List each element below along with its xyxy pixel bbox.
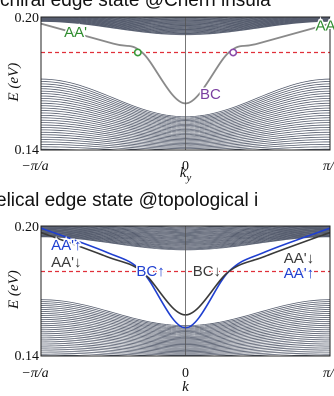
x-tick-label: π/a (323, 366, 334, 381)
band-label: AA'↓ (284, 250, 314, 267)
bulk-lower-band-line (41, 363, 330, 364)
bulk-upper-band-line (41, 11, 330, 13)
bulk-upper-band-line (41, 221, 330, 224)
top-panel-title: chiral edge state @Chern insula (0, 0, 271, 11)
bulk-upper-band-line (41, 220, 330, 222)
chiral-panel: AA' AA' BC 0.20 0.14 E (eV) −π/a 0 π/a ky (6, 9, 334, 184)
x-axis-label: k (182, 379, 189, 395)
bulk-upper-band-line (41, 222, 330, 225)
green-crossing-marker (133, 48, 142, 57)
plot-frame (40, 225, 331, 357)
y-axis-label: E (eV) (6, 63, 22, 103)
y-tick-label: 0.14 (15, 349, 40, 364)
bulk-upper-band-line (41, 12, 330, 16)
band-label: AA'↑ (284, 265, 314, 282)
bulk-upper-band-line (41, 219, 330, 220)
chiral-plot-area (41, 9, 330, 157)
bulk-lower-band-line (41, 152, 330, 155)
band-label: AA'↓ (51, 254, 81, 271)
x-tick-label: π/a (323, 159, 334, 174)
bulk-upper-band-line (41, 9, 330, 10)
x-axis-label: ky (180, 165, 192, 184)
bulk-upper-band-line (41, 12, 330, 16)
band-label: AA'↑ (51, 237, 81, 254)
helical-panel: AA'↑AA'↓BC↑ BC↓AA'↓AA'↑0.200.14E (eV)−π/a… (6, 219, 334, 395)
helical-plot-area (41, 219, 330, 364)
band-label: BC↓ (193, 263, 221, 280)
bulk-lower-band-line (41, 352, 330, 356)
bulk-upper-band-line (41, 11, 330, 14)
bottom-panel-title: elical edge state @topological i (0, 190, 259, 211)
bulk-lower-band-line (41, 146, 330, 150)
y-tick-label: 0.20 (15, 220, 40, 235)
band-label: AA' (316, 17, 334, 34)
band-label: BC (200, 86, 221, 103)
bulk-lower-band-line (41, 359, 330, 361)
bulk-upper-band-line (41, 220, 330, 222)
x-tick-label: 0 (182, 366, 189, 381)
bulk-upper-band-line (41, 9, 330, 10)
y-tick-label: 0.14 (15, 143, 40, 158)
bulk-lower-band-line (41, 154, 330, 156)
bulk-upper-band-line (157, 17, 214, 18)
bulk-upper-band-line (41, 10, 330, 12)
x-tick-label: −π/a (21, 159, 48, 174)
bulk-upper-band-line (41, 10, 330, 12)
bulk-lower-band-line (41, 357, 330, 360)
bulk-lower-band-line (41, 156, 330, 157)
y-tick-label: 0.20 (15, 11, 40, 26)
bulk-upper-band-line (41, 221, 330, 223)
bulk-upper-band-line (41, 11, 330, 14)
bulk-lower-band-line (41, 143, 330, 150)
band-label: AA' (64, 24, 87, 41)
x-tick-label: 0 (182, 159, 189, 174)
purple-crossing-marker (229, 48, 238, 57)
plot-frame (40, 16, 331, 151)
bulk-lower-band-line (41, 361, 330, 363)
y-axis-label: E (eV) (6, 270, 22, 310)
band-label: BC↑ (136, 263, 164, 280)
x-tick-label: −π/a (21, 366, 48, 381)
bulk-upper-band-line (41, 219, 330, 220)
bulk-lower-band-line (41, 350, 330, 356)
